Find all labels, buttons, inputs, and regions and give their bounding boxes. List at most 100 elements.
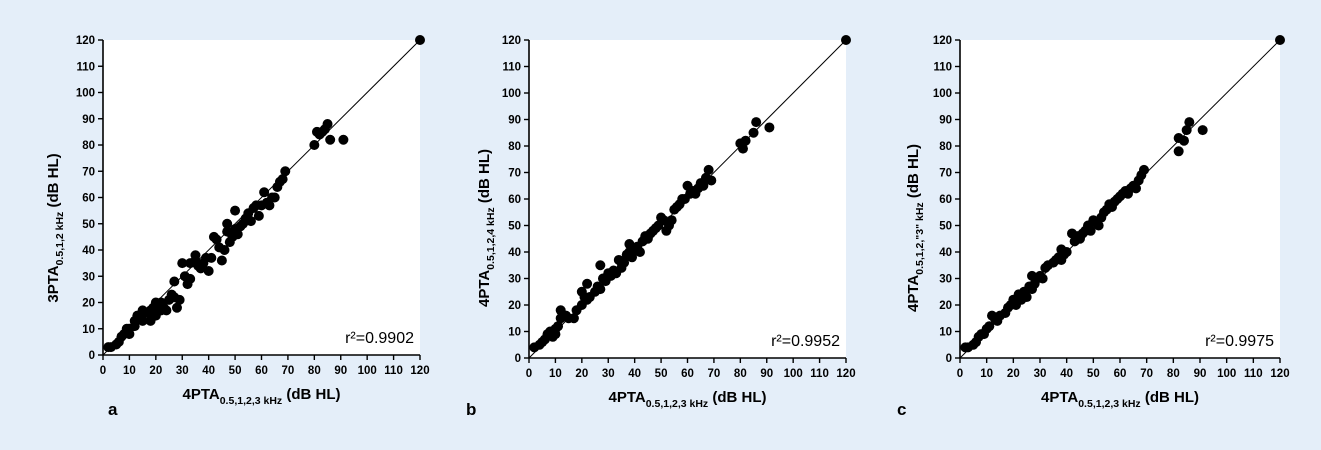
data-point	[627, 252, 638, 263]
y-tick-label: 90	[82, 114, 95, 126]
y-tick-label: 100	[76, 88, 95, 100]
y-axis-title-subscript: 0.5,1,2,"3" kHz	[914, 202, 926, 274]
x-axis-title-subscript: 0.5,1,2,3 kHz	[646, 398, 708, 410]
data-point	[269, 192, 280, 203]
data-point	[984, 321, 995, 332]
data-point	[1181, 125, 1192, 136]
x-tick-label: 30	[176, 365, 189, 377]
x-tick-label: 20	[575, 368, 588, 380]
data-point	[1179, 135, 1189, 146]
data-point	[137, 315, 148, 326]
y-tick-label: 20	[939, 300, 952, 312]
y-tick-label: 100	[933, 88, 952, 100]
data-point	[1131, 183, 1141, 194]
data-point	[1139, 164, 1149, 175]
y-axis-title-main: 4PTA	[476, 270, 493, 307]
y-tick-label: 40	[939, 247, 952, 259]
x-axis-title-main: 4PTA	[608, 389, 645, 406]
x-tick-label: 100	[784, 368, 803, 380]
y-axis-title-main: 3PTA	[45, 265, 62, 302]
data-point	[1184, 117, 1195, 128]
data-point	[206, 252, 217, 263]
y-tick-label: 80	[508, 141, 521, 153]
x-axis-title-unit: (dB HL)	[1141, 389, 1199, 406]
y-axis-title-unit: (dB HL)	[476, 149, 493, 207]
y-tick-label: 110	[76, 61, 95, 73]
y-axis-title-unit: (dB HL)	[905, 144, 922, 202]
panel-letter: c	[897, 400, 906, 419]
data-point	[582, 278, 593, 289]
y-tick-label: 110	[502, 62, 521, 74]
x-tick-label: 110	[810, 368, 829, 380]
data-point	[177, 258, 188, 269]
y-tick-label: 100	[502, 88, 521, 100]
y-tick-label: 50	[82, 219, 95, 231]
x-tick-label: 40	[202, 365, 215, 377]
data-point	[1093, 220, 1104, 231]
x-tick-label: 20	[149, 365, 162, 377]
x-tick-label: 70	[282, 365, 295, 377]
data-point	[222, 218, 233, 229]
y-tick-label: 50	[939, 221, 952, 233]
data-point	[748, 127, 759, 138]
data-point	[619, 257, 630, 268]
data-point	[595, 260, 606, 271]
data-point	[764, 122, 775, 133]
x-tick-label: 100	[1217, 368, 1236, 380]
data-point	[232, 229, 243, 240]
data-point	[634, 247, 645, 257]
x-tick-label: 60	[1114, 368, 1127, 380]
x-tick-label: 120	[836, 368, 855, 380]
r-squared-annotation: r²=0.9952	[771, 333, 840, 350]
x-tick-label: 50	[1087, 368, 1100, 380]
y-axis-title-main: 4PTA	[905, 275, 922, 312]
x-axis-title-main: 4PTA	[182, 386, 219, 403]
data-point	[740, 135, 751, 146]
x-tick-label: 90	[760, 368, 773, 380]
x-tick-label: 40	[1060, 368, 1073, 380]
data-point	[751, 117, 762, 128]
y-tick-label: 110	[933, 62, 952, 74]
data-point	[280, 166, 291, 177]
x-tick-label: 10	[549, 368, 562, 380]
y-tick-label: 120	[502, 35, 521, 47]
data-point	[259, 187, 270, 198]
data-point	[309, 140, 320, 150]
data-point	[325, 134, 336, 145]
y-tick-label: 60	[82, 193, 95, 205]
data-point	[1021, 292, 1032, 303]
x-tick-label: 50	[655, 368, 668, 380]
chart-panel-a: 0 10 20 30 40 50 60 70 80 90 100 110 120 0 10 20 30 40 50 6…	[45, 35, 430, 419]
x-tick-label: 0	[957, 368, 963, 380]
x-tick-label: 80	[734, 368, 747, 380]
panel-letter: a	[108, 400, 118, 419]
data-point	[161, 305, 172, 316]
data-point	[174, 294, 185, 305]
y-axis-title-unit: (dB HL)	[45, 153, 62, 211]
x-tick-label: 100	[358, 365, 377, 377]
y-tick-label: 0	[89, 350, 95, 362]
x-tick-label: 80	[1167, 368, 1180, 380]
y-tick-label: 80	[939, 141, 952, 153]
y-tick-label: 120	[933, 35, 952, 47]
data-point	[169, 276, 180, 287]
x-tick-label: 110	[1244, 368, 1263, 380]
data-point	[245, 216, 256, 227]
x-tick-label: 80	[308, 365, 321, 377]
y-tick-label: 60	[508, 194, 521, 206]
y-tick-label: 80	[82, 140, 95, 152]
x-tick-label: 90	[1194, 368, 1207, 380]
y-tick-label: 30	[82, 271, 95, 283]
x-tick-label: 70	[708, 368, 721, 380]
y-tick-label: 40	[508, 247, 521, 259]
chart-panel-b: 0 10 20 30 40 50 60 70 80 90 100 110 120 0 10 20 30 40 50 6…	[466, 35, 856, 419]
data-point	[171, 302, 182, 313]
data-point	[706, 175, 717, 186]
data-point	[253, 210, 264, 221]
data-point	[216, 255, 227, 266]
data-point	[1173, 146, 1184, 157]
data-point	[1275, 35, 1285, 45]
data-point	[568, 313, 579, 324]
data-point	[553, 321, 564, 332]
